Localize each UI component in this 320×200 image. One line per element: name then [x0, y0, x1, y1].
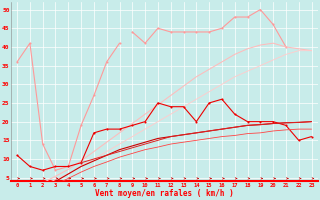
X-axis label: Vent moyen/en rafales ( km/h ): Vent moyen/en rafales ( km/h ): [95, 189, 234, 198]
